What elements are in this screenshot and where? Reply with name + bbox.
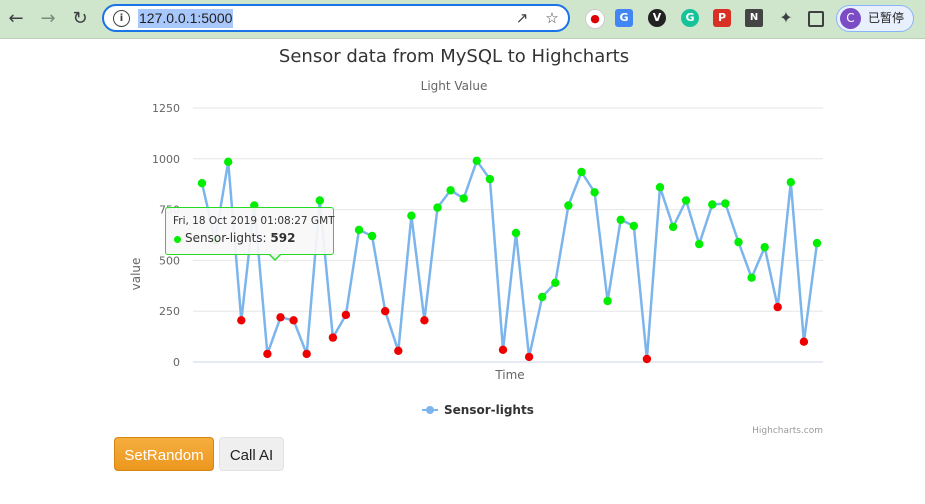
pdf-icon[interactable]: P — [713, 9, 731, 27]
tooltip-series-row: Sensor-lights: 592 — [185, 231, 296, 245]
record-icon[interactable]: ● — [585, 9, 605, 29]
bookmark-star-icon[interactable]: ☆ — [545, 9, 559, 27]
data-point[interactable] — [394, 346, 403, 355]
data-point[interactable] — [315, 196, 324, 205]
data-point[interactable] — [760, 243, 769, 252]
data-point[interactable] — [459, 194, 468, 203]
set-random-button[interactable]: SetRandom — [114, 437, 214, 471]
y-tick-label: 1250 — [152, 102, 180, 115]
data-point[interactable] — [734, 237, 743, 247]
forward-icon[interactable]: → — [40, 8, 56, 29]
chart-tooltip: Fri, 18 Oct 2019 01:08:27 GMT Sensor-lig… — [165, 207, 335, 255]
series-points — [197, 156, 822, 364]
call-ai-button[interactable]: Call AI — [219, 437, 284, 471]
data-point[interactable] — [812, 238, 822, 248]
translate-icon[interactable]: G — [615, 9, 633, 27]
chart-subtitle: Light Value — [421, 79, 488, 93]
back-icon[interactable]: ← — [8, 8, 24, 29]
data-point[interactable] — [799, 337, 809, 346]
data-point[interactable] — [472, 156, 481, 165]
data-point[interactable] — [564, 201, 573, 210]
data-point[interactable] — [354, 225, 364, 235]
reload-icon[interactable]: ↻ — [72, 8, 88, 29]
site-info-icon[interactable]: i — [113, 10, 130, 27]
y-tick-label: 250 — [159, 305, 180, 318]
highcharts-chart: Sensor data from MySQL to Highcharts Lig… — [129, 46, 823, 436]
puzzle-icon[interactable]: ✦ — [779, 8, 793, 27]
data-point[interactable] — [786, 178, 795, 187]
data-point[interactable] — [341, 310, 351, 320]
tooltip-arrow-fill — [269, 253, 281, 259]
data-point[interactable] — [420, 316, 429, 325]
data-point[interactable] — [446, 186, 455, 195]
y-tick-label: 1000 — [152, 153, 180, 166]
data-point[interactable] — [197, 179, 207, 188]
data-point[interactable] — [524, 352, 534, 362]
data-point[interactable] — [577, 167, 586, 177]
data-point[interactable] — [538, 292, 547, 302]
y-tick-label: 500 — [159, 254, 180, 267]
data-point[interactable] — [381, 307, 390, 316]
data-point[interactable] — [485, 174, 495, 184]
tooltip-series-dot — [174, 236, 181, 243]
data-point[interactable] — [302, 349, 311, 359]
browser-toolbar: ← → ↻ i 127.0.0.1:5000 ↗ ☆ ● G V G P N ✦… — [0, 0, 925, 39]
chart-title: Sensor data from MySQL to Highcharts — [279, 46, 629, 67]
data-point[interactable] — [289, 316, 298, 325]
data-point[interactable] — [237, 316, 246, 325]
legend-marker-symbol — [426, 406, 434, 414]
profile-button[interactable]: C 已暂停 — [836, 5, 914, 32]
data-point[interactable] — [498, 345, 508, 354]
data-point[interactable] — [642, 354, 652, 364]
data-point[interactable] — [590, 188, 599, 197]
share-icon[interactable]: ↗ — [515, 9, 529, 27]
sidepanel-icon[interactable] — [808, 11, 824, 27]
data-point[interactable] — [695, 239, 704, 249]
avatar: C — [840, 8, 861, 29]
data-point[interactable] — [263, 349, 272, 359]
data-point[interactable] — [721, 199, 730, 208]
data-point[interactable] — [511, 228, 521, 238]
data-point[interactable] — [433, 203, 442, 212]
vpn-icon[interactable]: V — [648, 9, 666, 27]
tooltip-value: 592 — [270, 231, 296, 245]
profile-status: 已暂停 — [868, 11, 905, 25]
tooltip-series-name: Sensor-lights — [185, 231, 263, 245]
data-point[interactable] — [551, 278, 560, 287]
data-point[interactable] — [681, 196, 691, 205]
address-bar[interactable]: i 127.0.0.1:5000 ↗ ☆ — [102, 4, 570, 32]
y-tick-label: 0 — [173, 356, 180, 369]
url-text[interactable]: 127.0.0.1:5000 — [138, 9, 234, 28]
data-point[interactable] — [603, 296, 612, 306]
data-point[interactable] — [747, 273, 756, 282]
data-point[interactable] — [773, 302, 782, 312]
credits-link[interactable]: Highcharts.com — [752, 426, 823, 436]
legend-item-sensor-lights[interactable]: Sensor-lights — [422, 403, 534, 417]
data-point[interactable] — [629, 221, 638, 231]
data-point[interactable] — [668, 222, 678, 232]
data-point[interactable] — [407, 211, 416, 220]
tooltip-time: Fri, 18 Oct 2019 01:08:27 GMT — [173, 215, 335, 227]
nn-icon[interactable]: N — [745, 9, 763, 27]
grammarly-icon[interactable]: G — [681, 9, 699, 27]
data-point[interactable] — [367, 231, 377, 241]
data-point[interactable] — [708, 200, 717, 209]
data-point[interactable] — [655, 183, 665, 192]
legend-label: Sensor-lights — [444, 403, 534, 417]
y-axis-title: value — [129, 258, 143, 291]
data-point[interactable] — [224, 157, 233, 166]
x-axis-title: Time — [494, 368, 524, 382]
data-point[interactable] — [616, 215, 625, 224]
data-point[interactable] — [328, 333, 338, 342]
data-point[interactable] — [276, 313, 285, 322]
